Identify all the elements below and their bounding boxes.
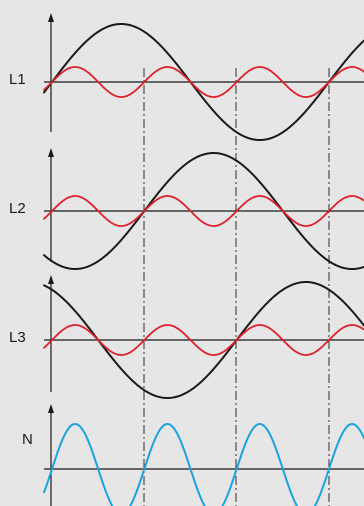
axis-arrow-l2 <box>48 148 54 157</box>
axis-arrow-n <box>48 404 54 413</box>
panel-label-n: N <box>22 431 33 448</box>
panel-label-l3: L3 <box>9 329 26 346</box>
fundamental-wave-l2 <box>43 152 364 270</box>
panel-n: N <box>22 404 364 506</box>
fundamental-wave-l1 <box>43 23 364 141</box>
third-harmonic-wave-l1 <box>43 66 364 98</box>
axis-arrow-l3 <box>48 275 54 284</box>
panel-l2: L2 <box>9 148 364 270</box>
guide-lines <box>143 68 330 506</box>
third-harmonic-wave-l3 <box>43 324 364 356</box>
panel-label-l2: L2 <box>9 200 26 217</box>
panel-label-l1: L1 <box>9 71 26 88</box>
axis-arrow-l1 <box>48 13 54 22</box>
panel-l1: L1 <box>9 13 364 141</box>
panel-l3: L3 <box>9 275 364 399</box>
neutral-current-wave <box>43 423 364 506</box>
third-harmonic-wave-l2 <box>43 195 364 227</box>
